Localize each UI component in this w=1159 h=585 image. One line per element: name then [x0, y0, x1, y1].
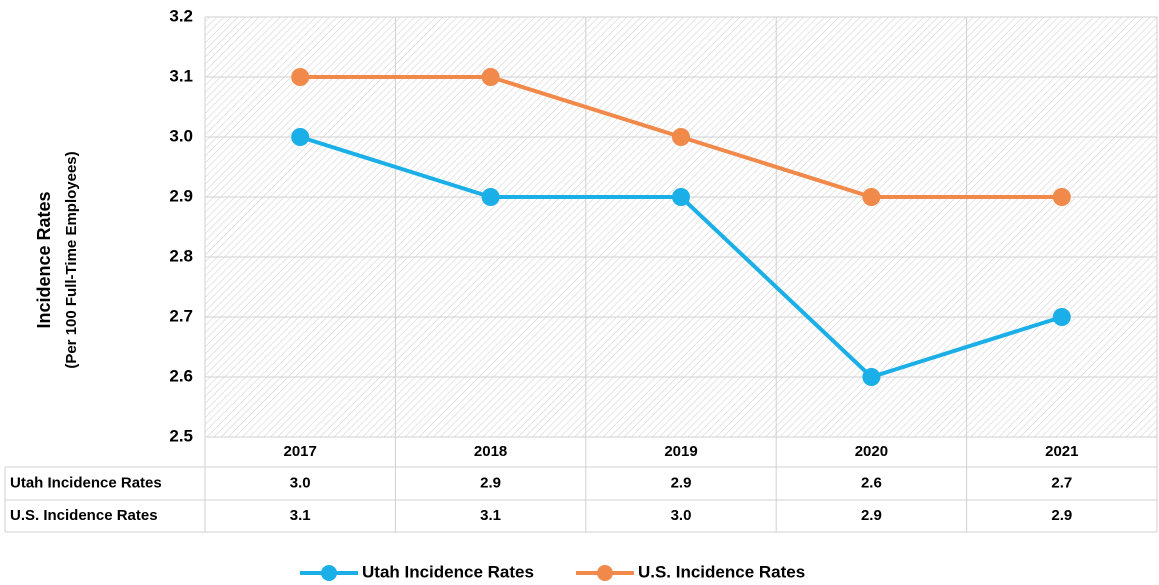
table-cell: 2.7 — [1051, 474, 1072, 491]
table-cell: 3.1 — [290, 507, 311, 524]
table-cell: 2.9 — [671, 474, 692, 491]
y-tick-label: 3.2 — [169, 6, 193, 25]
y-tick-label: 2.7 — [169, 306, 193, 325]
data-point — [862, 368, 881, 386]
y-tick-label: 2.8 — [169, 246, 193, 265]
data-point — [672, 188, 690, 206]
data-point — [291, 128, 310, 146]
table-row-label: Utah Incidence Rates — [10, 474, 162, 491]
y-tick-label: 2.9 — [169, 186, 193, 205]
x-tick-label: 2021 — [1045, 443, 1078, 460]
table-cell: 2.6 — [861, 474, 882, 491]
table-cell: 3.0 — [290, 474, 311, 491]
data-point — [481, 188, 500, 206]
legend-marker — [321, 565, 337, 581]
data-point — [1052, 188, 1071, 206]
x-tick-label: 2017 — [284, 443, 317, 460]
y-axis-subtitle: (Per 100 Full-Time Employees) — [63, 151, 80, 368]
x-tick-label: 2019 — [664, 443, 697, 460]
table-cell: 3.1 — [480, 507, 501, 524]
x-tick-label: 2018 — [474, 443, 507, 460]
table-row-label: U.S. Incidence Rates — [10, 507, 158, 524]
legend-marker — [596, 565, 613, 581]
data-point — [481, 68, 500, 86]
y-tick-label: 2.5 — [169, 426, 193, 445]
table-cell: 2.9 — [861, 507, 882, 524]
data-point — [1052, 308, 1071, 326]
data-point — [862, 188, 881, 206]
data-point — [672, 128, 690, 146]
y-tick-label: 2.6 — [169, 366, 193, 385]
legend-label: Utah Incidence Rates — [362, 562, 534, 581]
x-tick-label: 2020 — [855, 443, 888, 460]
y-tick-label: 3.0 — [169, 126, 193, 145]
y-tick-label: 3.1 — [169, 66, 193, 85]
y-axis-title: Incidence Rates — [34, 191, 54, 328]
legend-label: U.S. Incidence Rates — [638, 562, 805, 581]
table-cell: 3.0 — [671, 507, 692, 524]
plot-area — [205, 17, 1157, 437]
data-point — [291, 68, 310, 86]
table-cell: 2.9 — [480, 474, 501, 491]
table-cell: 2.9 — [1051, 507, 1072, 524]
